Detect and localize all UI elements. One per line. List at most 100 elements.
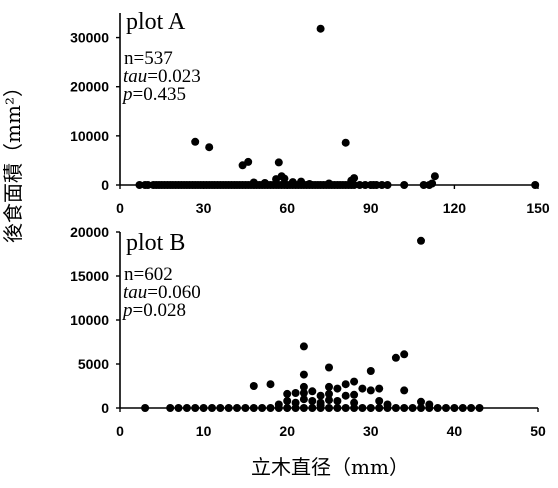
plot-a-x-tick-label: 60 — [279, 200, 295, 216]
plot-b-data-point — [442, 404, 450, 412]
plot-b-data-point — [299, 382, 308, 391]
plot-b-data-point — [308, 397, 317, 405]
plot-b-data-point — [325, 389, 333, 398]
plot-b-data-point — [350, 398, 359, 407]
x-axis-label: 立木直径（mm） — [251, 455, 409, 479]
plot-a-data-point — [400, 181, 409, 189]
plot-b-data-point — [417, 397, 425, 406]
plot-a-p-name: p — [121, 84, 133, 105]
plot-b-tau-name: tau — [123, 282, 147, 303]
plot-b-data-point — [308, 387, 317, 396]
plot-b-x-tick-label: 20 — [279, 423, 295, 439]
plot-a-x-tick-label: 90 — [363, 200, 379, 216]
plot-a-data-point — [274, 158, 283, 167]
plot-b-data-point — [475, 404, 484, 412]
plot-b-data-point — [141, 404, 150, 412]
plot-b-data-point — [450, 404, 459, 412]
plot-a-y-ticks: 0 10000 20000 30000 — [70, 30, 120, 193]
plot-b-data-point — [341, 391, 350, 400]
plot-b-data-point — [366, 367, 375, 375]
plot-a-y-tick-label: 30000 — [70, 30, 109, 46]
plot-b-data-point — [366, 404, 375, 412]
plot-a-data-point — [531, 181, 540, 189]
plot-b-x-tick-label: 0 — [116, 423, 124, 439]
plot-b-tau-label: tau=0.060 — [123, 282, 201, 303]
plot-b-data-point — [341, 404, 350, 412]
plot-b-data-point — [375, 404, 384, 412]
plot-a-data-point — [355, 181, 364, 189]
plot-b-data-point — [308, 404, 317, 412]
plot-a-p-value: =0.435 — [133, 84, 186, 105]
plot-b-data-point — [191, 404, 200, 412]
plot-b-data-point — [400, 404, 409, 412]
y-axis-label-text: 後食面積（mm²） — [1, 77, 25, 243]
plot-b-points — [141, 236, 484, 412]
plot-a-data-point — [305, 180, 314, 188]
plot-b-p-label: p=0.028 — [121, 300, 186, 321]
plot-b-data-point — [266, 380, 275, 389]
plot-b-data-point — [182, 404, 191, 412]
plot-b-y-tick-label: 15000 — [70, 268, 109, 284]
plot-b-data-point — [358, 384, 367, 393]
plot-b-data-point — [208, 404, 216, 412]
plot-a-x-tick-label: 150 — [526, 200, 550, 216]
plot-a-data-point — [244, 157, 253, 166]
plot-b-data-point — [291, 398, 300, 407]
plot-b-data-point — [458, 404, 467, 412]
plot-b-data-point — [333, 384, 342, 393]
plot-a-data-point — [341, 138, 350, 147]
plot-b-data-point — [333, 397, 342, 405]
plot-b-y-tick-label: 5000 — [78, 356, 109, 372]
plot-a-data-point — [143, 181, 152, 189]
plot-a-data-point — [383, 181, 392, 189]
plot-b-data-point — [408, 404, 417, 412]
plot-a-data-point — [288, 178, 297, 187]
plot-b-data-point — [391, 353, 400, 362]
plot-b-data-point — [358, 404, 367, 412]
plot-a-data-point — [361, 181, 370, 189]
plot-b-data-point — [283, 404, 292, 412]
plot-b-data-point — [375, 397, 384, 405]
plot-b-data-point — [400, 386, 409, 395]
plot-a-data-point — [377, 181, 386, 189]
plot-b-data-point — [233, 404, 241, 412]
plot-b-data-point — [291, 389, 300, 397]
plot-a-data-point — [428, 179, 437, 188]
plot-b-data-point — [417, 236, 425, 245]
plot-b-x-tick-label: 30 — [363, 423, 379, 439]
plot-b-data-point — [350, 377, 359, 386]
plot-b-data-point — [274, 400, 283, 409]
plot-b-tau-value: =0.060 — [147, 282, 200, 303]
plot-a-p-label: p=0.435 — [121, 84, 186, 105]
plot-b-data-point — [299, 395, 308, 404]
plot-b-y-tick-label: 20000 — [70, 224, 109, 240]
plot-b-x-ticks: 0 10 20 30 40 50 — [116, 408, 546, 439]
plot-b-data-point — [266, 404, 275, 412]
plot-b-data-point — [174, 404, 183, 412]
plot-b-data-point — [283, 397, 292, 405]
plot-b-n-label: n=602 — [124, 264, 173, 285]
plot-a-x-tick-label: 0 — [116, 200, 124, 216]
y-axis-label: 後食面積（mm²） — [1, 77, 25, 243]
plot-b-data-point — [249, 404, 258, 412]
plot-b-data-point — [299, 370, 308, 379]
plot-a-data-point — [325, 179, 333, 188]
plot-b-data-point — [166, 404, 175, 412]
plot-a-points — [135, 24, 540, 189]
plot-b-data-point — [425, 400, 434, 409]
plot-b-x-tick-label: 40 — [447, 423, 463, 439]
plot-a-data-point — [191, 137, 200, 146]
plot-b-data-point — [325, 363, 333, 372]
plot-b-data-point — [350, 390, 359, 399]
plot-a-x-ticks: 0 30 60 90 120 150 — [116, 185, 550, 216]
plot-a-data-point — [347, 176, 356, 185]
plot-b-p-name: p — [121, 300, 133, 321]
plot-a-data-point — [280, 174, 289, 183]
plot-a-n-label: n=537 — [124, 48, 173, 69]
plot-b-data-point — [433, 404, 442, 412]
plot-b-data-point — [325, 396, 333, 405]
plot-b-y-tick-label: 0 — [101, 400, 109, 416]
plot-b-data-point — [417, 404, 425, 412]
plot-a-y-tick-label: 20000 — [70, 79, 109, 95]
plot-a-data-point — [297, 177, 306, 186]
